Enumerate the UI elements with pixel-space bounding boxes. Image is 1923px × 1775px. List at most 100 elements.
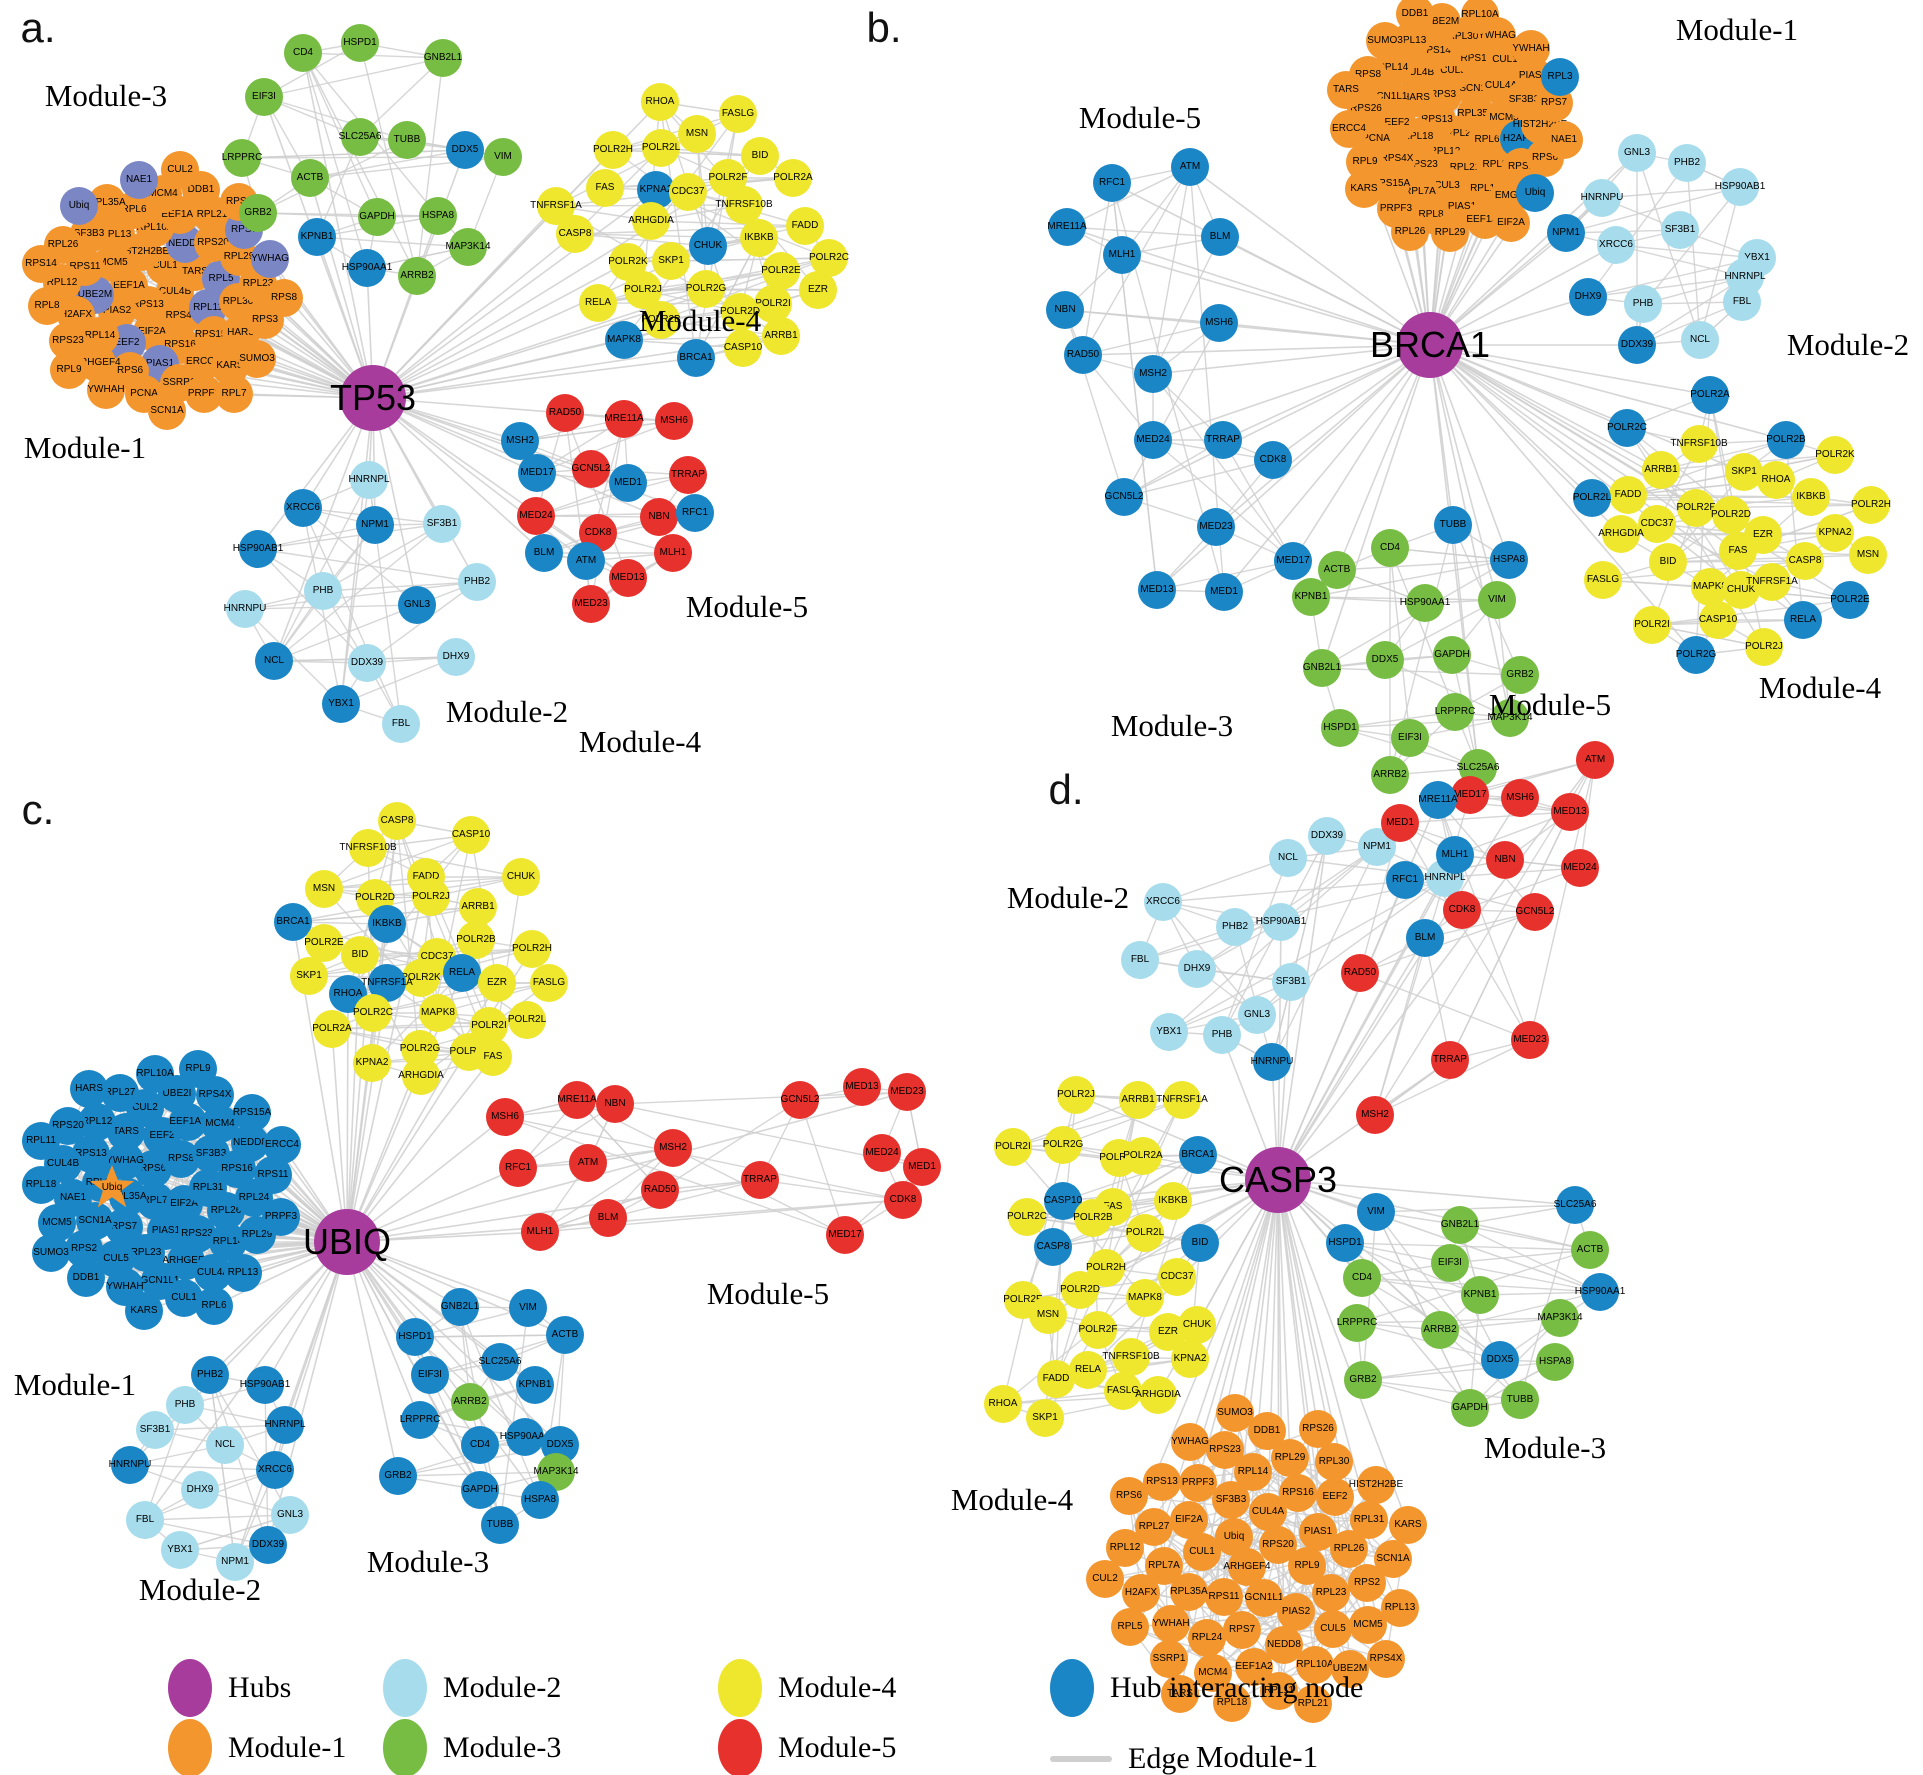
node-VIM[interactable]: VIM xyxy=(484,138,522,176)
node-PHB[interactable]: PHB xyxy=(166,1386,204,1424)
node-PHB2[interactable]: PHB2 xyxy=(458,563,496,601)
node-POLR2J[interactable]: POLR2J xyxy=(1057,1076,1095,1114)
node-POLR2B[interactable]: POLR2B xyxy=(1766,421,1806,459)
node-SUMO3[interactable]: SUMO3 xyxy=(1366,22,1404,60)
node-DDX5[interactable]: DDX5 xyxy=(1366,641,1404,679)
node-YWHAH[interactable]: YWHAH xyxy=(1512,30,1550,68)
node-RFC1[interactable]: RFC1 xyxy=(1386,861,1424,899)
node-POLR2F[interactable]: POLR2F xyxy=(1677,489,1715,527)
node-CDC37[interactable]: CDC37 xyxy=(669,173,707,211)
node-SUMO3[interactable]: SUMO3 xyxy=(238,340,276,378)
node-RPS13[interactable]: RPS13 xyxy=(1143,1463,1181,1501)
node-MED13[interactable]: MED13 xyxy=(609,559,647,597)
node-SKP1[interactable]: SKP1 xyxy=(652,242,690,280)
hub-CASP3[interactable]: CASP3 xyxy=(1219,1147,1337,1213)
node-NCL[interactable]: NCL xyxy=(1681,321,1719,359)
node-KPNB1[interactable]: KPNB1 xyxy=(1461,1276,1499,1314)
node-CUL2[interactable]: CUL2 xyxy=(161,151,199,189)
node-LRPPRC[interactable]: LRPPRC xyxy=(222,139,262,177)
node-LRPPRC[interactable]: LRPPRC xyxy=(400,1401,440,1439)
node-TUBB[interactable]: TUBB xyxy=(1501,1381,1539,1419)
node-POLR2G[interactable]: POLR2G xyxy=(1043,1126,1083,1164)
node-POLR2A[interactable]: POLR2A xyxy=(1123,1137,1163,1175)
node-YWHAG[interactable]: YWHAG xyxy=(251,240,289,278)
node-MRE11A[interactable]: MRE11A xyxy=(604,400,644,438)
node-TUBB[interactable]: TUBB xyxy=(481,1506,519,1544)
node-RPL24[interactable]: RPL24 xyxy=(1188,1619,1226,1657)
node-HIST2H2BE[interactable]: HIST2H2BE xyxy=(1349,1466,1403,1504)
node-MSH6[interactable]: MSH6 xyxy=(1501,779,1539,817)
node-DHX9[interactable]: DHX9 xyxy=(1178,950,1216,988)
node-KPNB1[interactable]: KPNB1 xyxy=(298,218,336,256)
node-RPL11[interactable]: RPL11 xyxy=(22,1122,60,1160)
node-MSH6[interactable]: MSH6 xyxy=(486,1098,524,1136)
node-MAP3K14[interactable]: MAP3K14 xyxy=(445,228,491,266)
node-CD4[interactable]: CD4 xyxy=(1371,529,1409,567)
node-HSP90AA1[interactable]: HSP90AA1 xyxy=(342,249,392,287)
node-HSP90AB1[interactable]: HSP90AB1 xyxy=(240,1366,290,1404)
node-TNFRSF10B[interactable]: TNFRSF10B xyxy=(1670,425,1728,463)
node-DDB1[interactable]: DDB1 xyxy=(1248,1412,1286,1450)
node-TNFRSF1A[interactable]: TNFRSF1A xyxy=(1156,1081,1208,1119)
node-RPS15A[interactable]: RPS15A xyxy=(233,1094,271,1132)
node-SF3B1[interactable]: SF3B1 xyxy=(423,505,461,543)
node-PHB[interactable]: PHB xyxy=(304,572,342,610)
node-POLR2G[interactable]: POLR2G xyxy=(1676,636,1716,674)
node-EIF2A[interactable]: EIF2A xyxy=(1492,204,1530,242)
node-HNRNPL[interactable]: HNRNPL xyxy=(348,461,390,499)
node-TUBB[interactable]: TUBB xyxy=(1434,506,1472,544)
node-RPL10A[interactable]: RPL10A xyxy=(136,1055,174,1093)
node-MED24[interactable]: MED24 xyxy=(517,497,555,535)
node-FADD[interactable]: FADD xyxy=(1037,1360,1075,1398)
node-CASP8[interactable]: CASP8 xyxy=(378,802,416,840)
node-CHUK[interactable]: CHUK xyxy=(502,858,540,896)
node-GNL3[interactable]: GNL3 xyxy=(1618,134,1656,172)
node-EZR[interactable]: EZR xyxy=(799,271,837,309)
node-POLR2J[interactable]: POLR2J xyxy=(412,878,450,916)
node-BID[interactable]: BID xyxy=(741,137,779,175)
node-RHOA[interactable]: RHOA xyxy=(1757,461,1795,499)
node-CHUK[interactable]: CHUK xyxy=(1178,1306,1216,1344)
node-YBX1[interactable]: YBX1 xyxy=(322,685,360,723)
node-SF3B1[interactable]: SF3B1 xyxy=(1661,211,1699,249)
node-MSH2[interactable]: MSH2 xyxy=(1356,1096,1394,1134)
node-POLR2A[interactable]: POLR2A xyxy=(1690,376,1730,414)
node-MLH1[interactable]: MLH1 xyxy=(1103,236,1141,274)
node-RPL8[interactable]: RPL8 xyxy=(28,287,66,325)
node-PRPF3[interactable]: PRPF3 xyxy=(1179,1464,1217,1502)
node-TNFRSF10B[interactable]: TNFRSF10B xyxy=(339,829,397,867)
node-HSPA8[interactable]: HSPA8 xyxy=(521,1481,559,1519)
node-XRCC6[interactable]: XRCC6 xyxy=(1597,226,1635,264)
node-MAPK8[interactable]: MAPK8 xyxy=(1126,1279,1164,1317)
node-HSPA8[interactable]: HSPA8 xyxy=(1490,541,1528,579)
node-CASP8[interactable]: CASP8 xyxy=(556,215,594,253)
node-RPS16[interactable]: RPS16 xyxy=(1279,1474,1317,1512)
node-RFC1[interactable]: RFC1 xyxy=(676,494,714,532)
node-VIM[interactable]: VIM xyxy=(1478,581,1516,619)
node-SLC25A6[interactable]: SLC25A6 xyxy=(339,118,381,156)
node-POLR2H[interactable]: POLR2H xyxy=(1851,486,1891,524)
node-CASP10[interactable]: CASP10 xyxy=(1699,601,1737,639)
node-MAPK8[interactable]: MAPK8 xyxy=(419,994,457,1032)
node-PHB2[interactable]: PHB2 xyxy=(1668,144,1706,182)
node-H2AFX[interactable]: H2AFX xyxy=(1122,1574,1160,1612)
node-KPNA2[interactable]: KPNA2 xyxy=(1816,514,1854,552)
node-MSN[interactable]: MSN xyxy=(305,870,343,908)
node-MED24[interactable]: MED24 xyxy=(1134,421,1172,459)
node-PHB[interactable]: PHB xyxy=(1203,1016,1241,1054)
node-SKP1[interactable]: SKP1 xyxy=(290,957,328,995)
node-RAD50[interactable]: RAD50 xyxy=(546,394,584,432)
node-NBN[interactable]: NBN xyxy=(596,1085,634,1123)
node-TUBB[interactable]: TUBB xyxy=(388,121,426,159)
node-BLM[interactable]: BLM xyxy=(1406,919,1444,957)
node-FAS[interactable]: FAS xyxy=(1719,532,1757,570)
node-POLR2C[interactable]: POLR2C xyxy=(1607,409,1647,447)
node-EIF3I[interactable]: EIF3I xyxy=(1431,1244,1469,1282)
node-FBL[interactable]: FBL xyxy=(1121,941,1159,979)
node-BLM[interactable]: BLM xyxy=(589,1199,627,1237)
node-NCL[interactable]: NCL xyxy=(206,1426,244,1464)
node-SCN1A[interactable]: SCN1A xyxy=(148,392,186,430)
node-RPS8[interactable]: RPS8 xyxy=(265,279,303,317)
node-MLH1[interactable]: MLH1 xyxy=(1436,836,1474,874)
node-ARHGDIA[interactable]: ARHGDIA xyxy=(1135,1376,1181,1414)
